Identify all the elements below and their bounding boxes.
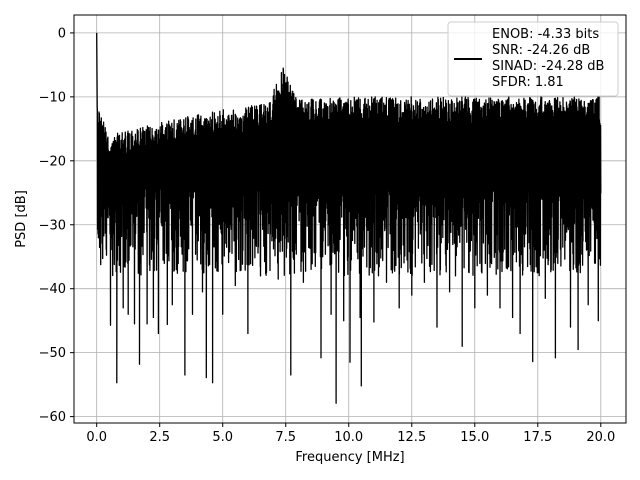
y-axis-ticks: 0 −10 −20 −30 −40 −50 −60	[39, 26, 74, 425]
psd-line	[96, 32, 602, 404]
y-tick-label: 0	[58, 26, 66, 41]
legend-entry-enob: ENOB: -4.33 bits	[492, 27, 599, 42]
plot-frame	[73, 14, 627, 424]
x-axis-ticks: 0.0 2.5 5.0 7.5 10.0 12.5 15.0 17.5 20.0	[86, 423, 615, 445]
y-tick-label: −20	[39, 154, 66, 169]
x-tick-label: 10.0	[334, 430, 363, 445]
x-tick-label: 2.5	[149, 430, 170, 445]
legend: ENOB: -4.33 bits SNR: -24.26 dB SINAD: -…	[447, 21, 619, 97]
y-tick-label: −50	[39, 346, 66, 361]
y-tick-label: −60	[39, 410, 66, 425]
y-tick-label: −30	[39, 218, 66, 233]
legend-entry-sfdr: SFDR: 1.81	[492, 75, 564, 90]
x-tick-label: 0.0	[86, 430, 107, 445]
x-tick-label: 20.0	[586, 430, 615, 445]
y-axis-label: PSD [dB]	[14, 190, 29, 248]
legend-entry-snr: SNR: -24.26 dB	[492, 43, 590, 58]
x-tick-label: 5.0	[212, 430, 233, 445]
x-tick-label: 7.5	[275, 430, 296, 445]
x-axis-label: Frequency [MHz]	[295, 450, 404, 465]
x-tick-label: 17.5	[523, 430, 552, 445]
legend-entry-sinad: SINAD: -24.28 dB	[492, 59, 604, 74]
psd-series	[96, 32, 602, 404]
y-tick-label: −40	[39, 282, 66, 297]
legend-box	[447, 21, 619, 97]
x-tick-label: 12.5	[397, 430, 426, 445]
y-tick-label: −10	[39, 90, 66, 105]
x-tick-label: 15.0	[460, 430, 489, 445]
